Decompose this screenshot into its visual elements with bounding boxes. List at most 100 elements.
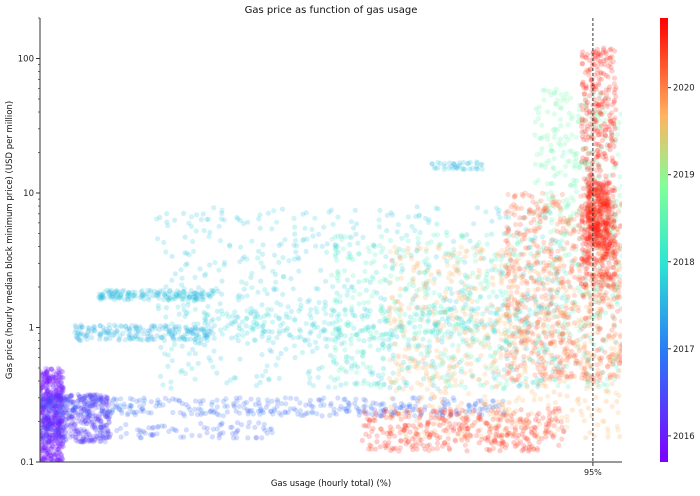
data-point (187, 406, 193, 413)
data-point (52, 412, 59, 418)
data-point (565, 384, 571, 390)
data-point (433, 205, 439, 211)
data-point (458, 244, 464, 250)
data-point (239, 327, 245, 333)
data-point (556, 199, 562, 205)
data-point (60, 441, 66, 447)
data-point (46, 438, 52, 444)
data-point (43, 435, 50, 441)
data-point (216, 432, 222, 438)
data-point (189, 365, 195, 372)
data-point (218, 421, 225, 427)
data-point (165, 223, 171, 229)
data-point (201, 329, 207, 335)
data-point (65, 396, 71, 402)
data-point (40, 430, 43, 436)
data-point (154, 431, 160, 437)
data-point (309, 410, 315, 416)
data-point (163, 305, 169, 311)
data-point (340, 246, 346, 252)
data-point (540, 322, 547, 328)
data-point (377, 444, 383, 450)
data-point (277, 323, 284, 329)
data-point (40, 415, 44, 421)
data-point (52, 426, 58, 432)
data-point (539, 122, 545, 128)
data-point (44, 415, 50, 421)
data-point (397, 316, 403, 322)
data-point (55, 420, 62, 426)
data-point (60, 385, 66, 391)
data-point (161, 239, 167, 245)
data-point (86, 409, 92, 415)
data-point (554, 228, 560, 234)
data-point (330, 284, 336, 290)
data-point (40, 383, 46, 389)
data-point (52, 402, 58, 408)
data-point (452, 437, 458, 443)
data-point (43, 457, 49, 462)
data-point (360, 350, 367, 356)
data-point (173, 428, 179, 434)
data-point (40, 454, 45, 460)
data-point (43, 436, 49, 442)
data-point (188, 223, 194, 229)
data-point (61, 420, 67, 426)
data-point (73, 431, 79, 437)
data-point (418, 382, 424, 388)
data-point (124, 291, 130, 297)
data-point (40, 404, 46, 410)
data-point (473, 244, 479, 250)
data-point (91, 402, 98, 408)
data-point (541, 239, 547, 245)
data-point (550, 294, 556, 300)
data-point (211, 205, 217, 211)
data-point (183, 311, 189, 317)
data-point (60, 439, 66, 445)
data-point (560, 337, 566, 343)
data-point (102, 408, 108, 414)
data-point (163, 249, 169, 255)
data-point (50, 383, 56, 390)
data-point (48, 455, 55, 461)
data-point (40, 417, 45, 423)
data-point (57, 393, 63, 399)
data-point (40, 429, 44, 435)
data-point (78, 428, 84, 434)
data-point (69, 414, 75, 420)
data-point (580, 355, 586, 361)
data-point (548, 219, 555, 226)
data-point (100, 400, 106, 406)
data-point (51, 393, 57, 399)
data-point (318, 402, 324, 408)
data-point (563, 305, 569, 311)
data-point (454, 165, 460, 171)
data-point (60, 406, 66, 412)
data-point (166, 428, 172, 434)
data-point (96, 404, 102, 410)
data-point (342, 396, 348, 402)
data-point (237, 218, 243, 224)
data-point (501, 385, 507, 391)
data-point (106, 419, 112, 425)
data-point (46, 415, 52, 421)
data-point (55, 456, 61, 462)
data-point (155, 236, 161, 242)
data-point (48, 453, 55, 459)
data-point (200, 291, 206, 297)
data-point (81, 400, 87, 406)
data-point (391, 409, 397, 416)
data-point (59, 408, 65, 414)
data-point (607, 304, 613, 310)
data-point (56, 429, 62, 435)
data-point (506, 400, 512, 406)
data-point (463, 248, 469, 254)
data-point (552, 400, 559, 406)
data-point (47, 407, 53, 413)
data-point (222, 403, 228, 409)
data-point (473, 317, 479, 324)
data-point (532, 372, 538, 378)
data-point (44, 432, 50, 438)
data-point (60, 424, 66, 430)
data-point (583, 385, 590, 392)
